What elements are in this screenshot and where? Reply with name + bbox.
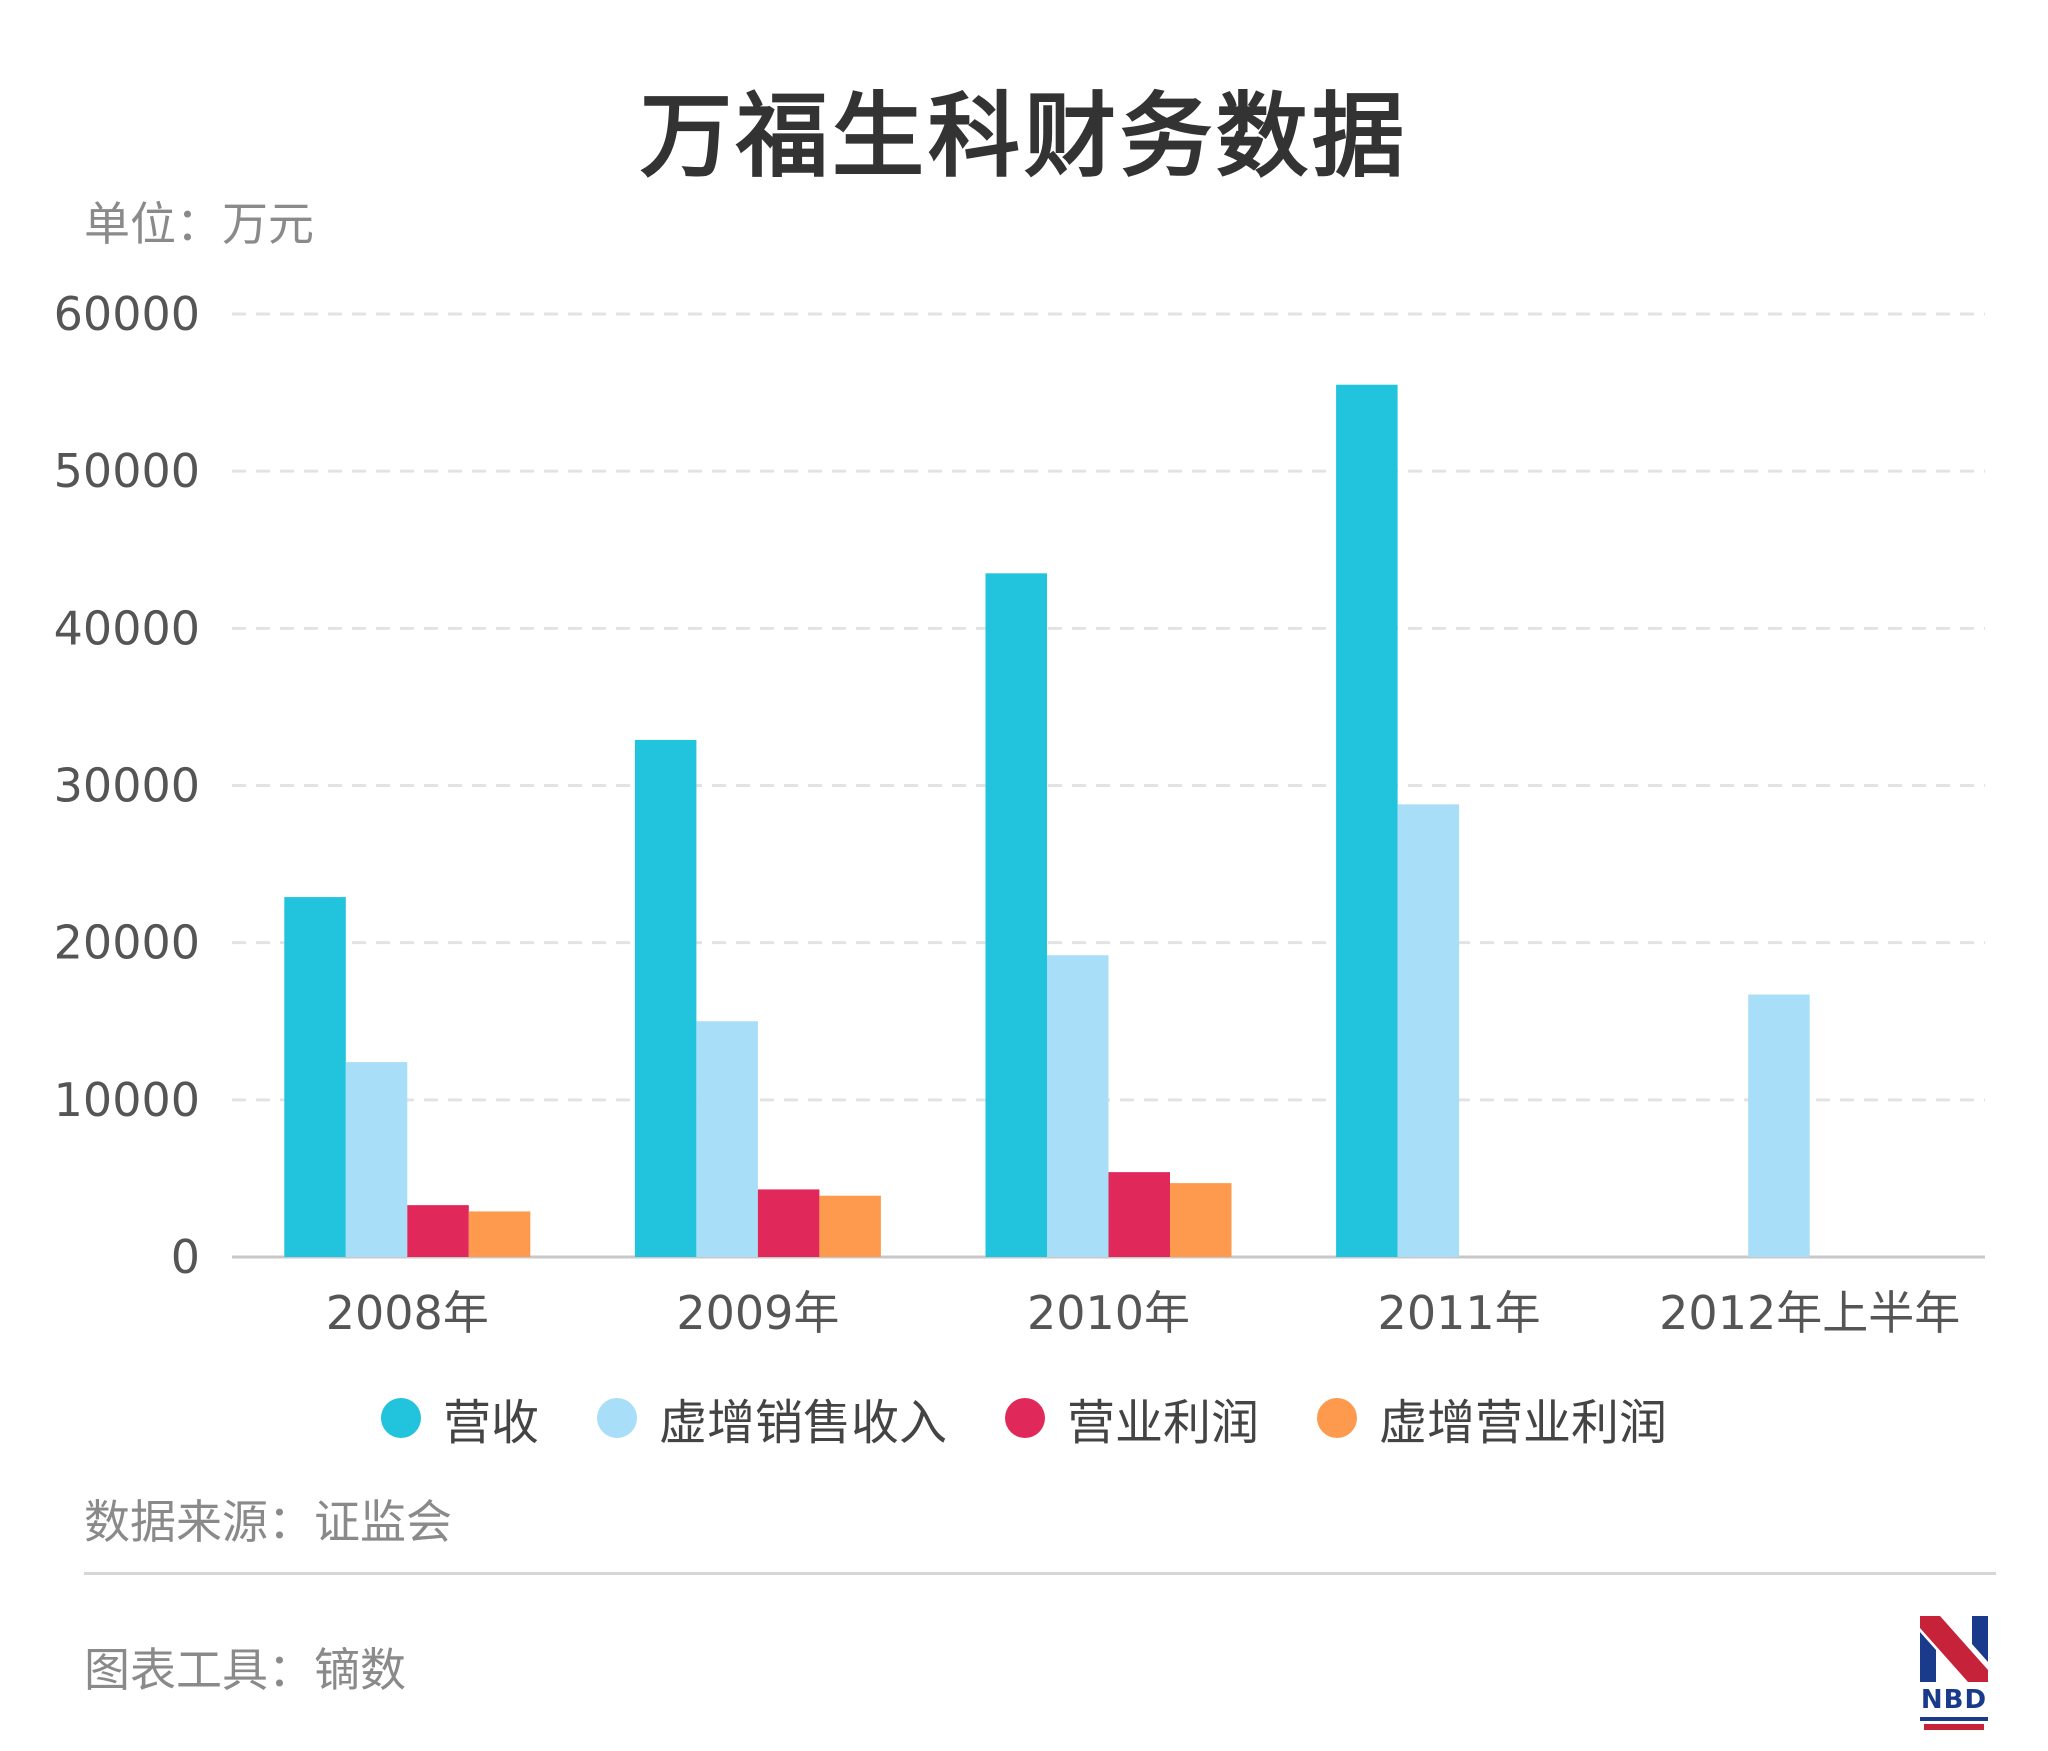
x-axis-ticks: 2008年 2009年 2010年 2011年 2012年上半年 (326, 1286, 1960, 1340)
y-tick-label: 0 (171, 1230, 200, 1284)
nbd-logo-line-2 (1924, 1724, 1984, 1730)
y-tick-label: 30000 (54, 759, 200, 813)
x-tick-label: 2008年 (326, 1286, 489, 1340)
data-source: 数据来源：证监会 (84, 1495, 452, 1549)
y-tick-label: 10000 (54, 1073, 200, 1127)
chart-title: 万福生科财务数据 (639, 83, 1408, 190)
nbd-logo-icon (1920, 1616, 1988, 1682)
bar (1336, 384, 1398, 1258)
legend: 营收 虚增销售收入 营业利润 虚增营业利润 (0, 1378, 2048, 1458)
bar (407, 1205, 469, 1257)
legend-item: 营收 (380, 1383, 539, 1453)
legend-label: 虚增销售收入 (658, 1395, 947, 1451)
y-axis-ticks: 0 10000 20000 30000 40000 50000 60000 (54, 287, 200, 1284)
chart-tool-credit: 图表工具：镝数 (84, 1643, 406, 1697)
legend-marker (380, 1398, 421, 1438)
legend-label: 营业利润 (1067, 1395, 1260, 1451)
y-tick-label: 40000 (54, 601, 200, 655)
x-tick-label: 2011年 (1378, 1286, 1541, 1340)
legend-marker (1317, 1398, 1358, 1438)
unit-label: 单位：万元 (84, 197, 314, 251)
bar (634, 739, 697, 1257)
legend-item: 虚增营业利润 (1317, 1383, 1667, 1453)
bar (757, 1189, 820, 1257)
legend-marker (1005, 1398, 1045, 1438)
legend-item: 虚增销售收入 (596, 1383, 947, 1453)
bar (1108, 1172, 1170, 1257)
bar (1170, 1183, 1232, 1257)
nbd-logo-text: NBD (1920, 1685, 1988, 1715)
y-tick-label: 60000 (54, 287, 200, 341)
bar (345, 1062, 408, 1257)
x-tick-label: 2010年 (1027, 1286, 1190, 1340)
bar (284, 897, 346, 1257)
x-tick-label: 2012年上半年 (1659, 1286, 1960, 1340)
bars (284, 384, 1810, 1258)
legend-marker (596, 1398, 637, 1438)
bar (819, 1195, 881, 1257)
legend-label: 虚增营业利润 (1379, 1395, 1668, 1451)
divider (84, 1572, 1996, 1575)
bar (1748, 994, 1810, 1257)
nbd-logo-line (1920, 1717, 1988, 1721)
legend-label: 营收 (442, 1395, 539, 1451)
y-tick-label: 50000 (54, 444, 200, 498)
nbd-logo: NBD (1916, 1612, 1992, 1732)
x-tick-label: 2009年 (676, 1286, 839, 1340)
legend-item: 营业利润 (1005, 1383, 1259, 1453)
bar (1397, 804, 1460, 1257)
y-tick-label: 20000 (54, 916, 200, 970)
bar (1047, 955, 1109, 1257)
bar (468, 1211, 531, 1257)
bar (985, 573, 1047, 1257)
bar (696, 1021, 758, 1257)
